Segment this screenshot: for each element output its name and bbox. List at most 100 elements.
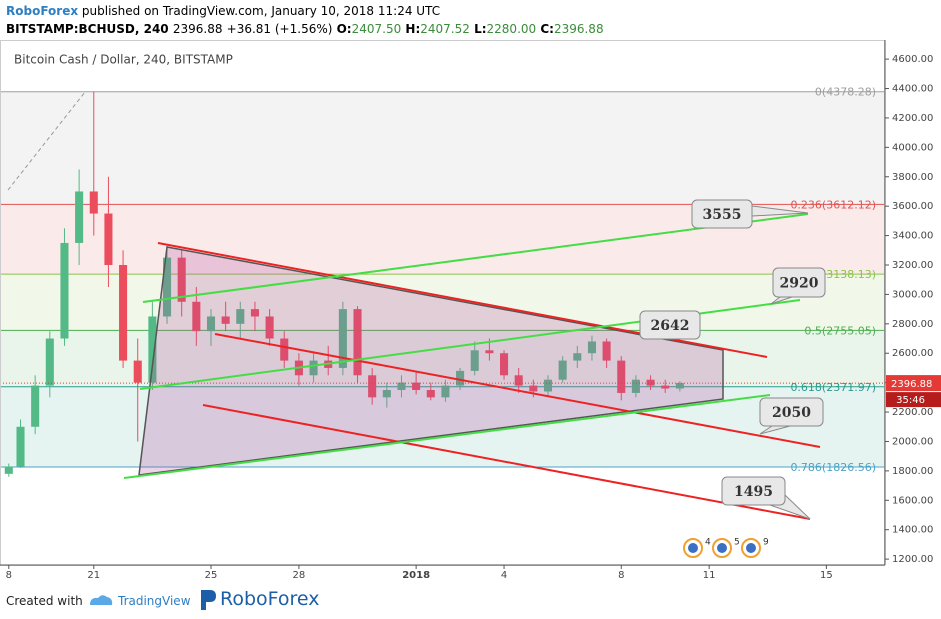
candle-body (543, 379, 553, 392)
candle-body (500, 353, 509, 376)
high: 2407.52 (420, 22, 470, 36)
drawings (7, 91, 821, 520)
roboforex: RoboForex (220, 588, 320, 610)
x-tick-label: 15 (820, 570, 833, 581)
y-tick-label: 4200.00 (892, 113, 933, 124)
callout-text: 1495 (734, 484, 773, 500)
callout-text: 2050 (772, 405, 811, 421)
callout-text: 3555 (703, 207, 742, 223)
trend-line (202, 404, 811, 520)
candle-body (119, 265, 128, 361)
callout-pointer (759, 425, 791, 435)
y-tick-label: 1200.00 (892, 554, 933, 565)
candle-body (221, 316, 230, 324)
fib-label: 0.5(2755.05) (804, 324, 876, 337)
y-tick-label: 2000.00 (892, 436, 933, 447)
x-tick-label: 4 (501, 570, 507, 581)
event-count: 5 (734, 538, 740, 548)
publisher: RoboForex (6, 4, 79, 18)
high-label: H: (405, 22, 421, 36)
fib-label: 0.618(2371.97) (790, 381, 876, 394)
callout-box (721, 476, 786, 506)
candle-body (148, 316, 157, 383)
candle-body (397, 382, 406, 390)
candle-body (280, 338, 289, 361)
callout-box (772, 267, 826, 298)
candle-body (485, 350, 494, 354)
candle-body (529, 385, 538, 392)
candle-body (45, 338, 54, 386)
publish-text: published on TradingView.com, January 10… (81, 4, 441, 18)
candle-body (206, 316, 216, 332)
change: +36.81 (+1.56%) (226, 22, 333, 36)
candle-body (60, 242, 69, 339)
symbol-line: BITSTAMP:BCHUSD, 240 2396.88 +36.81 (+1.… (6, 22, 604, 36)
candle-body (514, 375, 523, 386)
y-tick-label: 3400.00 (892, 231, 933, 242)
y-tick-label: 4400.00 (892, 84, 933, 95)
last: 2396.88 (172, 22, 223, 36)
x-tick-label: 25 (205, 570, 218, 581)
x-tick-label: 8 (6, 570, 12, 581)
candle-body (163, 257, 172, 317)
candle-body (309, 360, 318, 376)
candle-body (250, 309, 259, 317)
triangle (138, 246, 724, 476)
candle-body (646, 379, 655, 386)
last-price-label: 2396.88 (891, 379, 932, 390)
x-tick-label: 2018 (402, 570, 430, 581)
candle-body (4, 466, 13, 474)
close: 2396.88 (553, 22, 604, 36)
candle-body (631, 379, 640, 393)
y-tick-label: 1600.00 (892, 495, 933, 506)
fib-label: 0(4378.28) (815, 86, 876, 99)
chart-title: Bitcoin Cash / Dollar, 240, BITSTAMP (14, 53, 233, 67)
candle-body (558, 360, 567, 380)
callout-pointer (770, 296, 793, 305)
candle-body (236, 309, 245, 324)
countdown-box (886, 392, 941, 408)
candle-body (31, 385, 40, 427)
low: 2280.00 (486, 22, 537, 36)
event-icon-core (688, 543, 698, 553)
low-label: L: (474, 22, 487, 36)
candle-body (382, 390, 391, 398)
candle-body (133, 360, 142, 383)
trend-line (123, 394, 771, 479)
candle-body (675, 383, 684, 389)
close-label: C: (540, 22, 554, 36)
candle-body (617, 360, 626, 393)
candle-body (75, 191, 84, 243)
open: 2407.50 (351, 22, 402, 36)
y-tick-label: 2800.00 (892, 319, 933, 330)
candle-body (353, 309, 362, 376)
candle-body (441, 385, 450, 398)
publish-line: RoboForex published on TradingView.com, … (6, 4, 440, 18)
callout-pointer (751, 205, 809, 217)
candle-body (456, 370, 465, 386)
y-tick-label: 2200.00 (892, 407, 933, 418)
y-tick-label: 1400.00 (892, 525, 933, 536)
fib-label: 0.236(3612.12) (790, 198, 876, 211)
candle-body (412, 382, 421, 390)
candle-body (104, 213, 113, 265)
callout-box (639, 310, 701, 340)
candle-body (602, 341, 611, 361)
candle-body (177, 257, 186, 302)
created-with: Created with (6, 594, 83, 608)
event-icon-core (717, 543, 727, 553)
tradingview: TradingView (118, 594, 191, 608)
callout-box (691, 199, 753, 229)
y-tick-label: 3600.00 (892, 201, 933, 212)
candle-body (338, 309, 347, 368)
y-tick-label: 2600.00 (892, 348, 933, 359)
event-icon-core (746, 543, 756, 553)
candle-body (89, 191, 98, 214)
tv-logo (90, 595, 113, 605)
y-tick-label: 3000.00 (892, 289, 933, 300)
x-tick-label: 21 (87, 570, 100, 581)
candle-body (573, 353, 582, 361)
x-tick-label: 8 (618, 570, 624, 581)
